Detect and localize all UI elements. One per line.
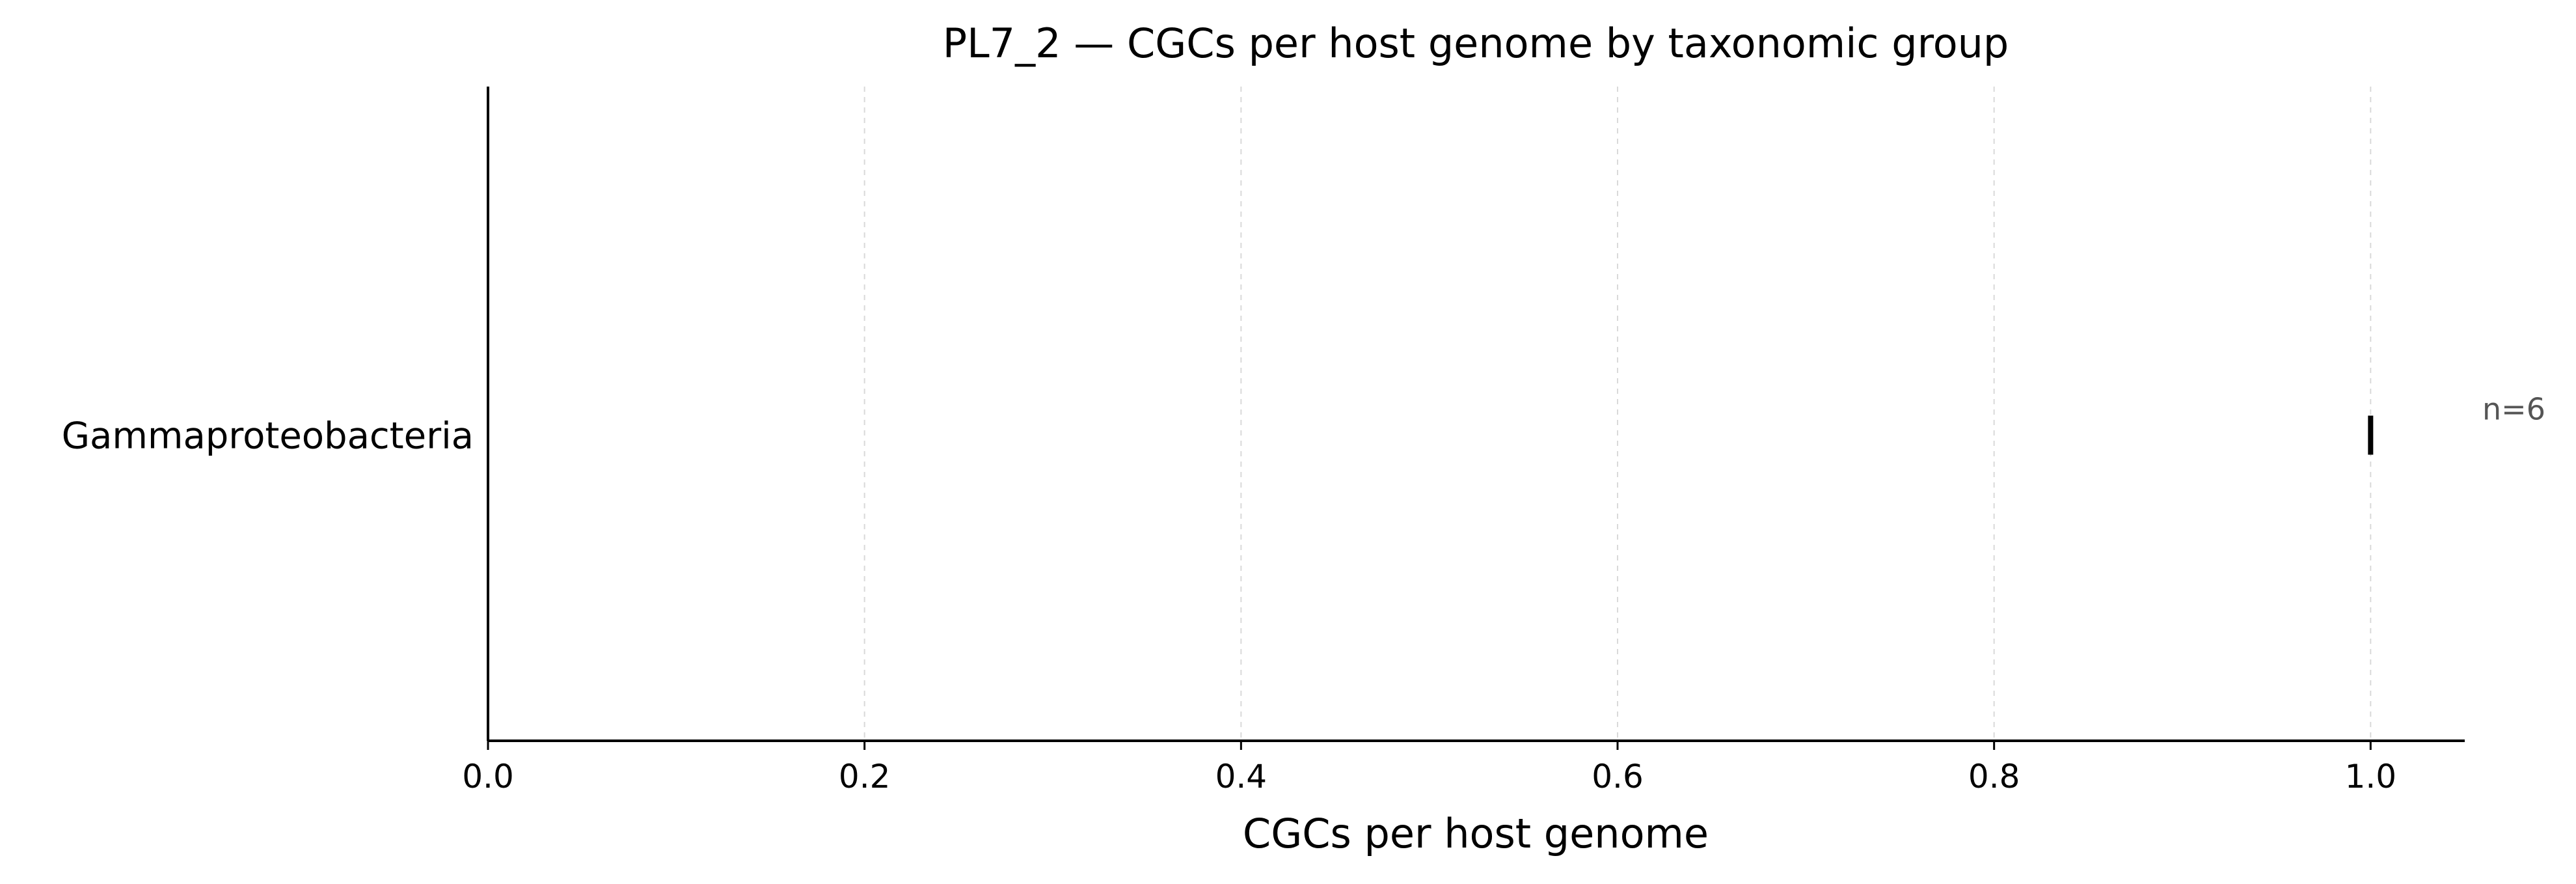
x-tick-label: 0.4 <box>1215 758 1268 795</box>
grid-lines <box>863 87 2372 741</box>
x-tick-label: 0.6 <box>1592 758 1644 795</box>
count-label: n=6 <box>2482 392 2545 427</box>
category-label: Gammaproteobacteria <box>62 415 474 458</box>
x-axis-ticks: 0.0 0.2 0.4 0.6 0.8 1.0 <box>462 741 2396 795</box>
x-tick-label: 0.0 <box>462 758 514 795</box>
data-marks: n=6 <box>2368 392 2545 455</box>
x-axis-label: CGCs per host genome <box>1243 810 1709 857</box>
x-tick-label: 1.0 <box>2345 758 2397 795</box>
x-tick-label: 0.8 <box>1968 758 2020 795</box>
x-tick-label: 0.2 <box>839 758 891 795</box>
y-axis-categories: Gammaproteobacteria <box>62 415 474 458</box>
chart-title: PL7_2 — CGCs per host genome by taxonomi… <box>943 20 2009 67</box>
